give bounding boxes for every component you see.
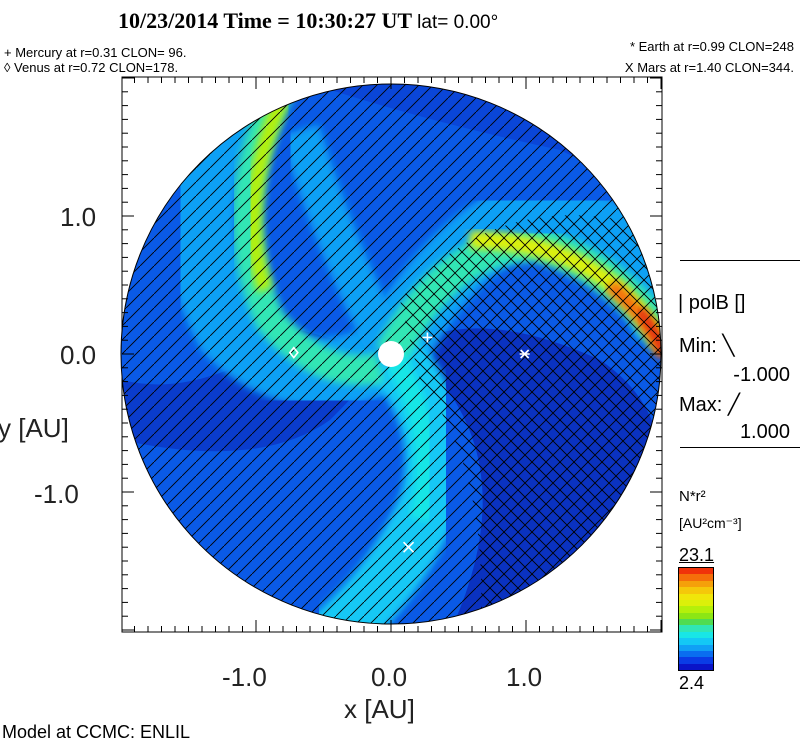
colorbar-swatch: [679, 612, 713, 619]
earth-marker: [519, 349, 530, 359]
polb-label: | polB []: [678, 292, 746, 314]
colorbar-min: 2.4: [679, 673, 705, 693]
mars-legend: X Mars at r=1.40 CLON=344.: [624, 60, 794, 75]
y-tick-label: 1.0: [60, 202, 97, 232]
polb-min-label: Min: ╲: [679, 335, 735, 357]
colorbar-swatch: [679, 606, 713, 613]
colorbar-swatch: [679, 650, 713, 658]
colorbar: [678, 567, 714, 671]
colorbar-swatch: [679, 638, 713, 645]
y-tick-label: -1.0: [34, 479, 79, 509]
colorbar-swatch: [679, 587, 713, 594]
polb-max-value: 1.000: [739, 421, 790, 443]
venus-legend: ◊ Venus at r=0.72 CLON=178.: [4, 60, 179, 75]
legend-divider: [680, 447, 800, 448]
polb-min-value: -1.000: [733, 364, 790, 386]
venus-marker: [288, 346, 299, 359]
colorbar-swatch: [679, 657, 713, 664]
legend-divider: [680, 260, 800, 261]
mercury-marker: [422, 332, 433, 343]
colorbar-swatch: [679, 568, 713, 575]
colorbar-max: 23.1: [679, 545, 715, 565]
colorbar-swatch: [679, 644, 713, 651]
colorbar-swatch: [679, 599, 713, 607]
x-tick-label: 1.0: [506, 662, 543, 692]
plot-title: 10/23/2014 Time = 10:30:27 UT lat= 0.00°: [118, 8, 499, 33]
colorbar-swatch: [679, 619, 713, 626]
x-tick-label: 0.0: [371, 662, 408, 692]
sun-icon: [378, 341, 404, 367]
colorbar-swatch: [679, 580, 713, 588]
colorbar-swatch: [679, 593, 713, 600]
colorbar-title: N*r²: [679, 488, 706, 505]
footer-credit: Model at CCMC: ENLIL: [2, 722, 191, 742]
earth-legend: * Earth at r=0.99 CLON=248: [629, 39, 794, 54]
colorbar-swatch: [679, 631, 713, 639]
x-axis-label: x [AU]: [344, 694, 415, 724]
colorbar-units: [AU²cm⁻³]: [679, 515, 742, 531]
polb-max-label: Max: ╱: [679, 394, 740, 416]
x-tick-label: -1.0: [222, 662, 267, 692]
y-axis-label: y [AU]: [0, 413, 69, 443]
colorbar-swatch: [679, 663, 713, 670]
colorbar-swatch: [679, 574, 713, 581]
y-tick-label: 0.0: [60, 340, 97, 370]
colorbar-swatch: [679, 625, 713, 632]
mercury-legend: + Mercury at r=0.31 CLON= 96.: [4, 45, 187, 60]
mars-marker: [402, 541, 415, 553]
